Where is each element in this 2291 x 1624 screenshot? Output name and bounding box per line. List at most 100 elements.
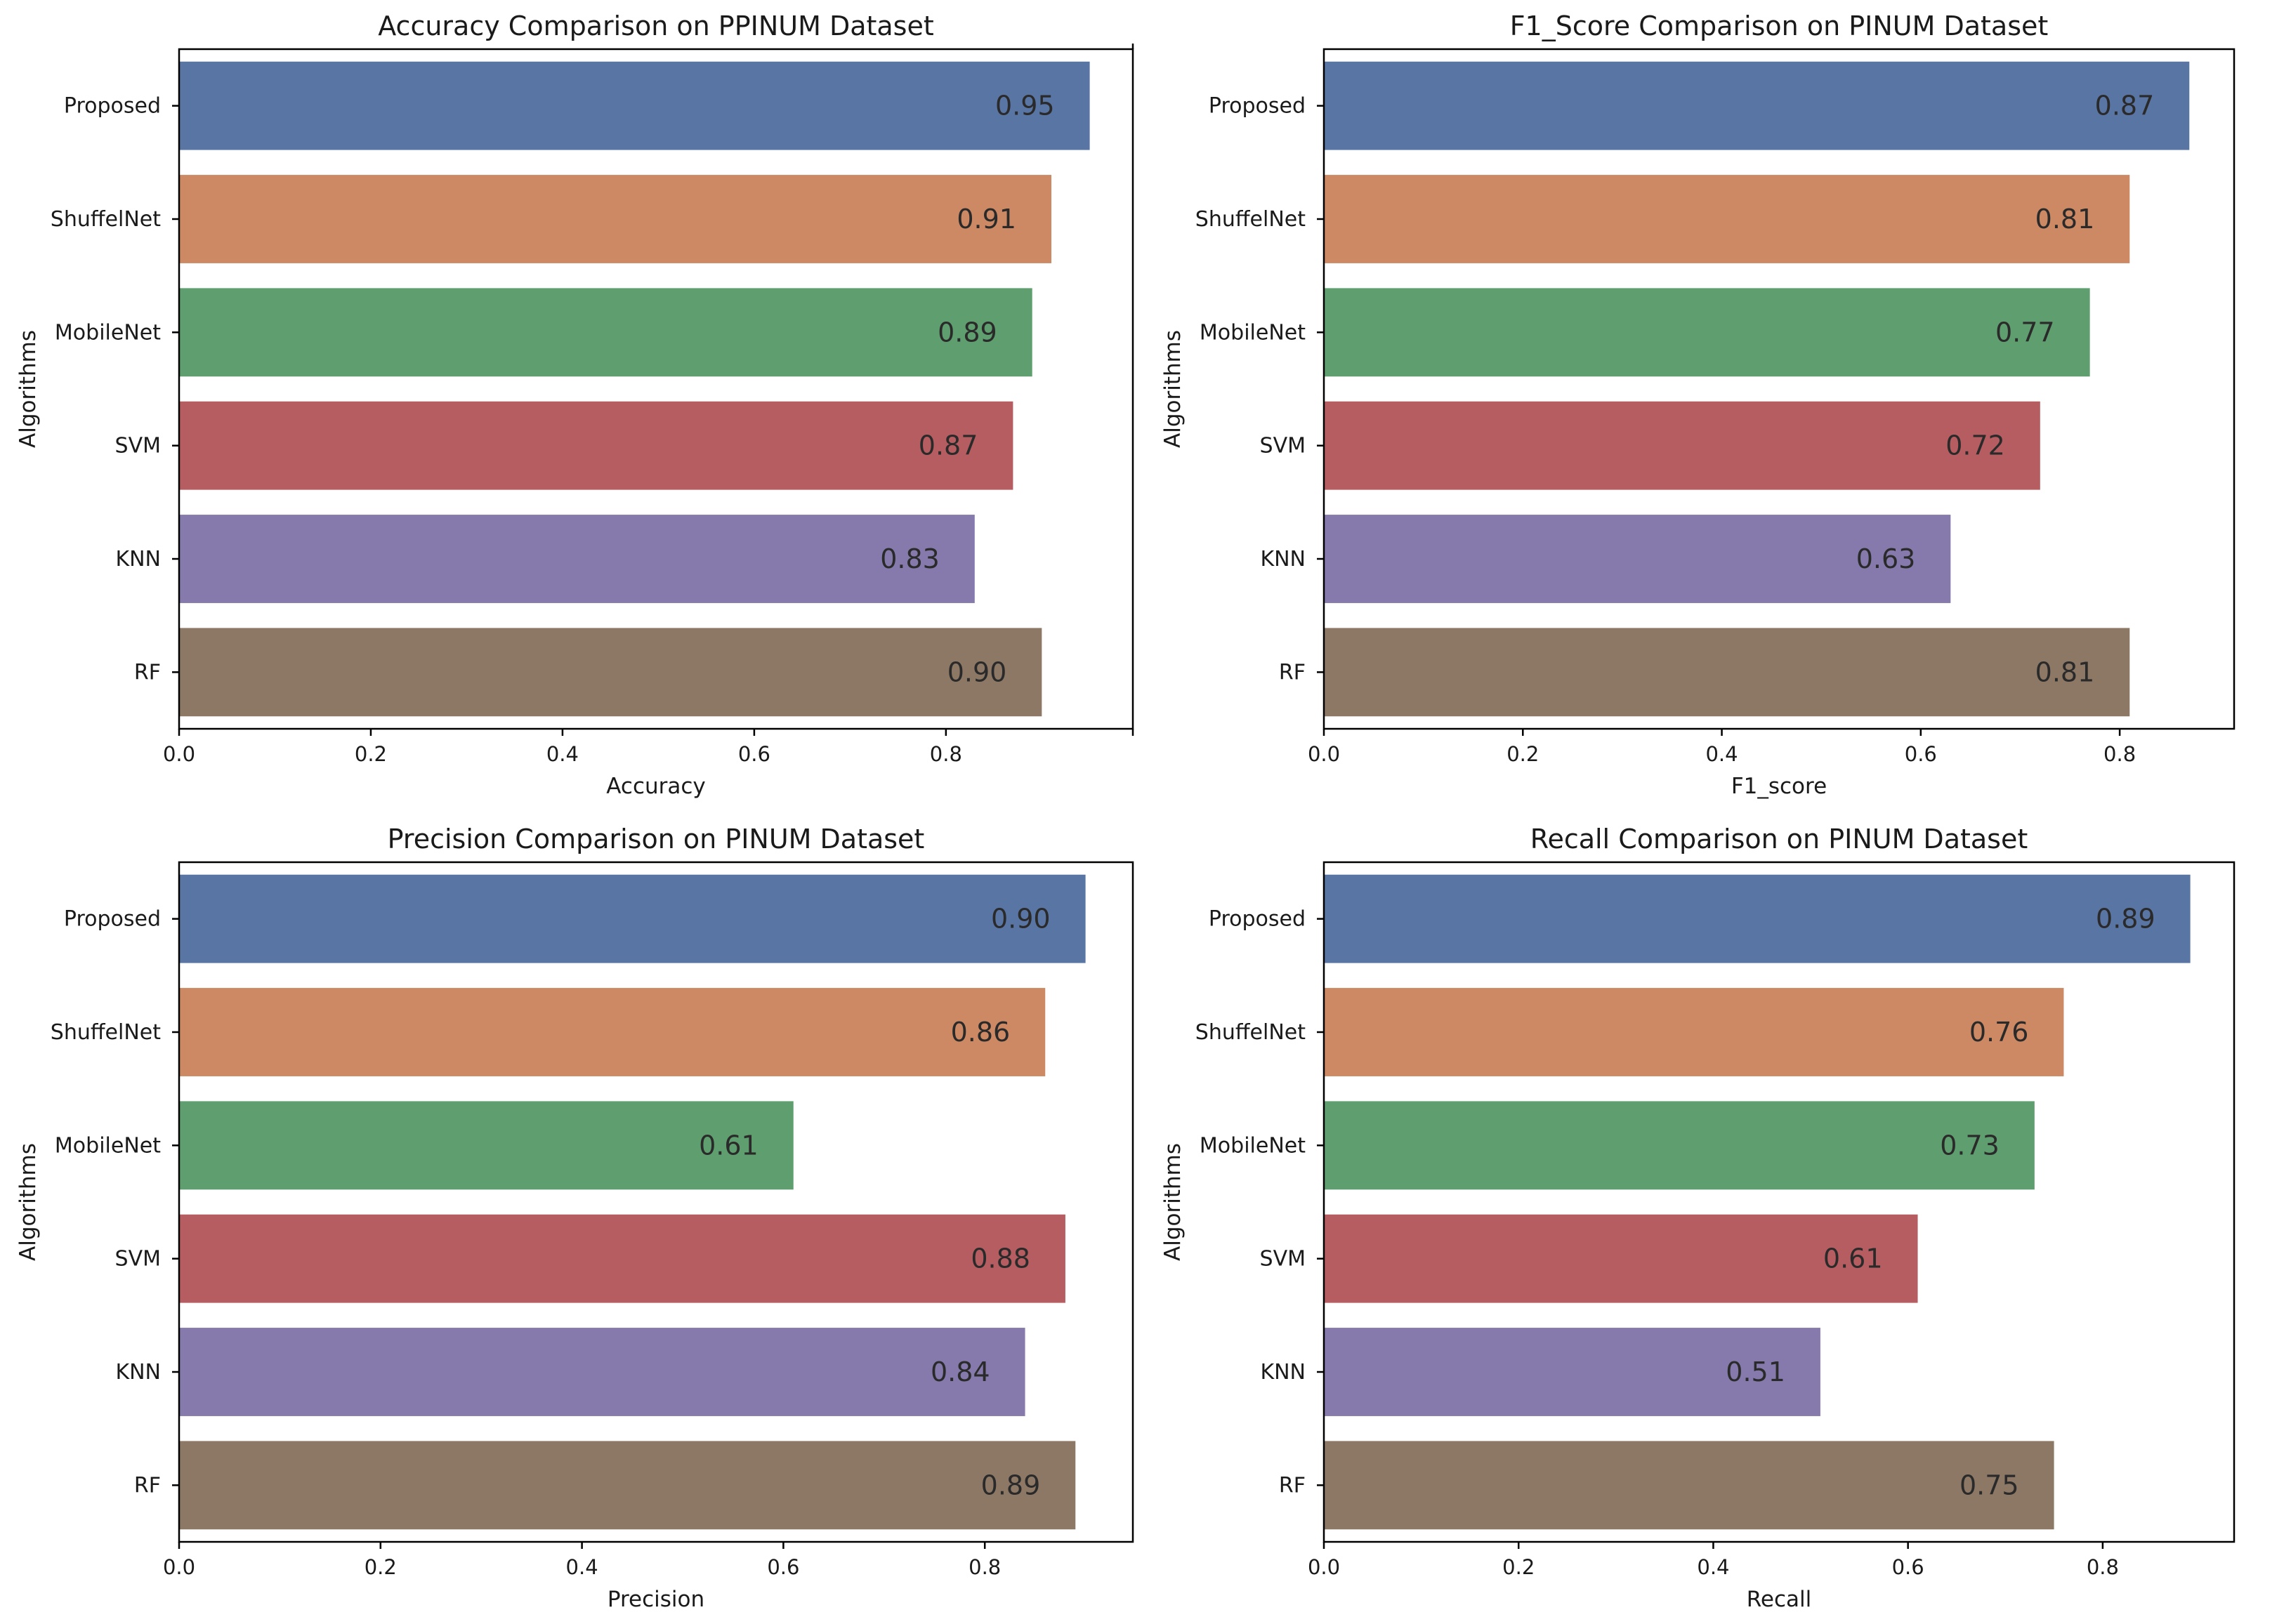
value-label: 0.61 [699,1130,759,1161]
category-label: MobileNet [1200,1133,1306,1158]
x-tick-label: 0.2 [1502,1555,1535,1579]
category-label: Proposed [1209,907,1306,932]
value-label: 0.91 [957,204,1016,235]
value-label: 0.77 [1995,317,2055,348]
x-tick-label: 0.2 [365,1555,397,1579]
category-label: SVM [115,1247,161,1272]
value-label: 0.75 [1960,1470,2019,1500]
value-label: 0.89 [938,317,997,348]
value-label: 0.81 [2035,204,2095,235]
x-tick-label: 0.0 [1308,1555,1340,1579]
x-tick-label: 0.6 [1892,1555,1924,1579]
x-tick-label: 0.4 [566,1555,598,1579]
plot-frame [1322,861,2236,1543]
bar [1324,401,2040,490]
bar [1324,515,1951,603]
bar [1324,288,2090,377]
value-label: 0.95 [995,91,1055,121]
bar [179,1328,1025,1416]
bar [1324,1441,2054,1530]
category-label: KNN [1260,1360,1306,1385]
category-label: SVM [115,434,161,458]
category-label: SVM [1260,1247,1306,1272]
value-label: 0.88 [971,1243,1030,1274]
x-tick-label: 0.8 [2087,1555,2119,1579]
x-tick-label: 0.6 [738,742,770,766]
bar [1324,1101,2035,1190]
x-tick-label: 0.2 [355,742,387,766]
category-label: MobileNet [55,1133,161,1158]
bar [179,401,1013,490]
y-axis-label: Algorithms [15,330,41,448]
category-label: RF [134,1473,161,1498]
value-label: 0.73 [1940,1130,2000,1161]
chart-panel: Proposed 0.87 ShuffelNet 0.81 MobileNet 0.77 S… [1160,11,2236,799]
x-tick-label: 0.4 [1705,742,1738,766]
bar [1324,874,2191,963]
bar [1324,988,2064,1076]
x-tick-label: 0.8 [930,742,962,766]
value-label: 0.63 [1856,543,1916,574]
bar [1324,175,2130,263]
value-label: 0.86 [951,1017,1011,1048]
x-axis-label: Precision [608,1587,704,1612]
category-label: ShuffelNet [51,1020,161,1045]
x-tick-label: 0.6 [767,1555,799,1579]
value-label: 0.89 [2096,904,2155,935]
value-label: 0.90 [947,656,1007,687]
category-label: SVM [1260,434,1306,458]
chart-panel: Proposed 0.90 ShuffelNet 0.86 MobileNet 0.61 S… [15,824,1134,1612]
chart-panel: Proposed 0.89 ShuffelNet 0.76 MobileNet 0.73 S… [1160,824,2236,1612]
bar [179,515,975,603]
value-label: 0.89 [981,1470,1041,1500]
bar [179,874,1086,963]
x-tick-label: 0.8 [2103,742,2136,766]
chart-title: Recall Comparison on PINUM Dataset [1530,824,2028,854]
category-label: RF [1279,1473,1306,1498]
bar [179,61,1090,150]
plot-frame [1322,48,2236,730]
value-label: 0.87 [2095,91,2155,121]
category-label: Proposed [1209,94,1306,119]
bar [179,1214,1065,1303]
category-label: ShuffelNet [1195,1020,1306,1045]
category-label: ShuffelNet [51,207,161,232]
bar [179,1441,1076,1530]
bar [179,988,1046,1076]
x-axis-label: Accuracy [606,774,706,799]
bar [179,628,1042,717]
category-label: KNN [1260,547,1306,572]
category-label: RF [1279,660,1306,685]
value-label: 0.81 [2035,656,2095,687]
value-label: 0.90 [991,904,1051,935]
chart-title: Accuracy Comparison on PPINUM Dataset [378,11,934,41]
category-label: KNN [115,547,161,572]
x-tick-label: 0.0 [1308,742,1340,766]
plot-frame [178,861,1134,1543]
plot-frame [178,48,1134,730]
bar [1324,1214,1918,1303]
value-label: 0.76 [1969,1017,2029,1048]
bar [179,175,1051,263]
x-tick-label: 0.0 [163,742,195,766]
x-axis-label: F1_score [1731,774,1827,799]
x-tick-label: 0.4 [546,742,579,766]
chart-title: Precision Comparison on PINUM Dataset [388,824,925,854]
value-label: 0.83 [880,543,940,574]
bar [1324,1328,1820,1416]
x-tick-label: 0.6 [1905,742,1937,766]
x-tick-label: 0.8 [969,1555,1001,1579]
category-label: Proposed [64,94,161,119]
category-label: MobileNet [1200,320,1306,345]
category-label: MobileNet [55,320,161,345]
value-label: 0.61 [1823,1243,1883,1274]
category-label: ShuffelNet [1195,207,1306,232]
x-axis-label: Recall [1747,1587,1812,1612]
category-label: Proposed [64,907,161,932]
category-label: KNN [115,1360,161,1385]
bar [179,1101,794,1190]
y-axis-label: Algorithms [1160,1143,1186,1261]
bar [179,288,1032,377]
y-axis-label: Algorithms [1160,330,1186,448]
